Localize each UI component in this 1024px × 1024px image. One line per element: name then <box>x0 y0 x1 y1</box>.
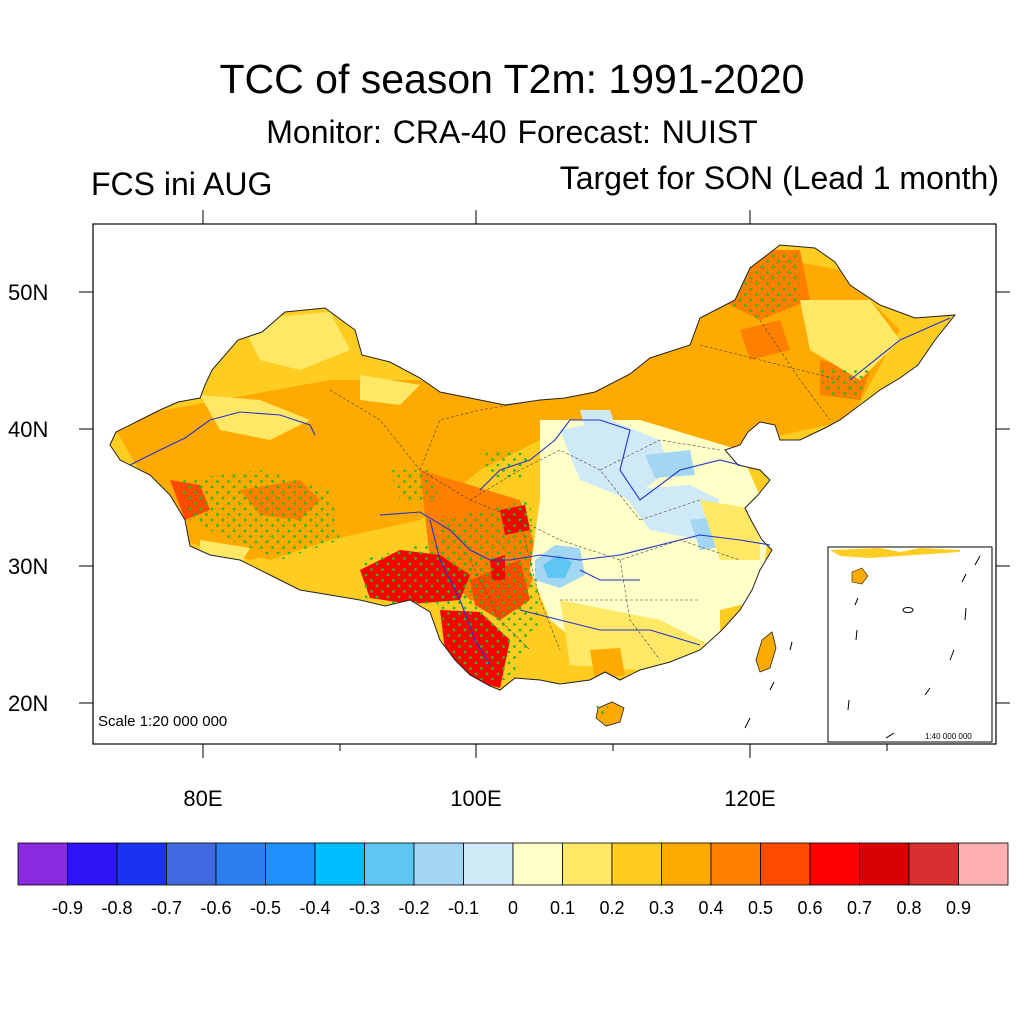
lat-label-30n: 30N <box>8 554 48 579</box>
target-label: Target for SON (Lead 1 month) <box>559 160 999 196</box>
colorbar-label: 0.9 <box>946 898 971 918</box>
colorbar-swatch <box>908 842 959 886</box>
lon-label-80e: 80E <box>183 786 222 811</box>
colorbar-label: -0.4 <box>299 898 330 918</box>
colorbar-swatch <box>17 842 68 886</box>
taiwan-island <box>755 631 777 673</box>
colorbar-label: 0.5 <box>748 898 773 918</box>
lat-label-40n: 40N <box>8 417 48 442</box>
colorbar-label: 0.1 <box>550 898 575 918</box>
colorbar-label: -0.6 <box>200 898 231 918</box>
colorbar-label: 0.3 <box>649 898 674 918</box>
colorbar-label: 0.7 <box>847 898 872 918</box>
lon-label-120e: 120E <box>724 786 775 811</box>
colorbar-swatch <box>314 842 365 886</box>
colorbar-swatch <box>611 842 662 886</box>
colorbar-swatch <box>215 842 266 886</box>
colorbar-swatch <box>512 842 563 886</box>
inset-scale-text: 1:40 000 000 <box>925 732 972 741</box>
china-outline <box>109 244 957 691</box>
colorbar-swatch <box>463 842 514 886</box>
colorbar-swatch <box>265 842 316 886</box>
colorbar-swatch <box>859 842 910 886</box>
chart-title: TCC of season T2m: 1991-2020 <box>219 56 805 102</box>
colorbar-label: -0.9 <box>52 898 83 918</box>
colorbar-label: 0.6 <box>797 898 822 918</box>
colorbar-label: 0.8 <box>896 898 921 918</box>
lat-label-20n: 20N <box>8 691 48 716</box>
colorbar-swatch <box>116 842 167 886</box>
lon-label-100e: 100E <box>450 786 501 811</box>
colorbar-label: -0.8 <box>101 898 132 918</box>
colorbar-label: 0 <box>508 898 518 918</box>
colorbar-swatch <box>710 842 761 886</box>
nine-dash-line <box>744 641 793 729</box>
rivers <box>129 317 951 666</box>
colorbar-swatch <box>364 842 415 886</box>
colorbar-swatch <box>809 842 860 886</box>
colorbar-label: 0.2 <box>599 898 624 918</box>
colorbar-label: -0.1 <box>448 898 479 918</box>
colorbar-swatch <box>413 842 464 886</box>
colorbar-label: -0.3 <box>349 898 380 918</box>
colorbar-swatch <box>67 842 118 886</box>
colorbar-swatch <box>166 842 217 886</box>
colorbar-label: -0.5 <box>250 898 281 918</box>
scale-text: Scale 1:20 000 000 <box>98 713 227 730</box>
south-china-sea-inset: 1:40 000 000 <box>827 546 993 743</box>
init-label: FCS ini AUG <box>91 166 273 202</box>
colorbar-swatch <box>661 842 712 886</box>
colorbar: -0.9 -0.8 -0.7 -0.6 -0.5 -0.4 -0.3 -0.2 -0.1 0 0.1… <box>17 842 1009 918</box>
chart-subtitle: Monitor: CRA-40 Forecast: NUIST <box>266 114 758 150</box>
axis-ticks <box>79 210 1010 758</box>
colorbar-label: 0.4 <box>698 898 723 918</box>
colorbar-swatch <box>760 842 811 886</box>
colorbar-label: -0.2 <box>398 898 429 918</box>
colorbar-swatch <box>958 842 1009 886</box>
colorbar-label: -0.7 <box>151 898 182 918</box>
colorbar-swatch <box>562 842 613 886</box>
lat-label-50n: 50N <box>8 280 48 305</box>
